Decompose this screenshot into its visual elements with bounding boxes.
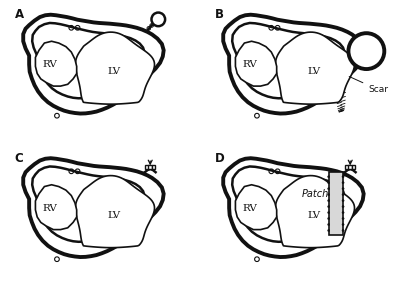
Text: LV: LV [108, 211, 121, 220]
Circle shape [342, 212, 344, 214]
Text: RV: RV [242, 60, 257, 69]
Circle shape [342, 182, 344, 184]
Polygon shape [236, 185, 277, 230]
Bar [345, 165, 349, 169]
Text: B: B [215, 8, 224, 21]
Circle shape [328, 212, 330, 214]
Circle shape [328, 176, 330, 178]
Circle shape [342, 205, 344, 208]
Polygon shape [36, 185, 77, 230]
Bar [348, 165, 352, 169]
Polygon shape [223, 15, 364, 114]
Polygon shape [32, 23, 144, 98]
Circle shape [342, 224, 344, 226]
Circle shape [328, 205, 330, 208]
Text: D: D [215, 152, 224, 164]
Circle shape [342, 193, 344, 196]
Circle shape [328, 188, 330, 190]
Text: RV: RV [42, 203, 57, 213]
Circle shape [328, 182, 330, 184]
Bar [148, 165, 152, 169]
Polygon shape [236, 41, 277, 86]
Circle shape [328, 199, 330, 202]
Text: C: C [15, 152, 24, 164]
Bar [352, 165, 355, 169]
Text: LV: LV [308, 211, 321, 220]
Text: LV: LV [108, 67, 121, 76]
Text: LV: LV [308, 67, 321, 76]
Circle shape [152, 13, 165, 26]
Circle shape [328, 193, 330, 196]
Circle shape [342, 229, 344, 232]
Polygon shape [276, 176, 354, 248]
Polygon shape [232, 166, 344, 242]
Circle shape [342, 176, 344, 178]
Circle shape [342, 188, 344, 190]
Polygon shape [76, 32, 154, 104]
Text: A: A [15, 8, 24, 21]
Polygon shape [276, 32, 354, 104]
Text: RV: RV [42, 60, 57, 69]
Text: RV: RV [242, 203, 257, 213]
Text: Scar: Scar [349, 77, 388, 94]
Text: Patch: Patch [302, 189, 329, 199]
Polygon shape [36, 41, 77, 86]
Polygon shape [23, 158, 164, 257]
Bar [145, 165, 149, 169]
Polygon shape [32, 166, 144, 242]
Polygon shape [76, 176, 154, 248]
Bar [152, 165, 155, 169]
Polygon shape [329, 172, 343, 235]
Polygon shape [223, 158, 364, 257]
Circle shape [342, 199, 344, 202]
Polygon shape [23, 15, 164, 114]
Polygon shape [232, 23, 344, 98]
Circle shape [328, 229, 330, 232]
Circle shape [328, 224, 330, 226]
Circle shape [348, 33, 384, 69]
Circle shape [342, 218, 344, 220]
Circle shape [328, 218, 330, 220]
